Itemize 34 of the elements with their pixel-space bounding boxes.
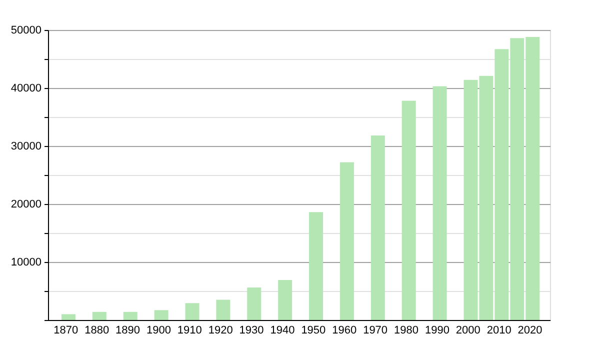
bar — [340, 162, 354, 320]
x-tick-label: 1970 — [363, 324, 388, 336]
x-tick-label: 1890 — [116, 324, 140, 336]
y-tick-label: 10000 — [10, 256, 42, 268]
x-tick-label: 2020 — [518, 324, 542, 336]
x-tick-label: 1980 — [394, 324, 418, 336]
bar — [123, 312, 138, 320]
bar — [185, 303, 200, 320]
bar — [216, 300, 230, 320]
bar — [92, 312, 106, 320]
y-tick-label: 40000 — [10, 82, 42, 94]
y-tick-label: 30000 — [10, 140, 42, 152]
bar — [370, 136, 385, 320]
x-tick-label: 1950 — [301, 324, 326, 336]
y-tick-label: 50000 — [10, 24, 42, 36]
bar — [278, 280, 292, 320]
x-tick-label: 1930 — [239, 324, 264, 336]
x-tick-label: 1900 — [146, 324, 171, 336]
x-tick-label: 1990 — [424, 324, 450, 336]
x-tick-label: 1940 — [270, 324, 295, 336]
bar — [402, 100, 416, 320]
bar — [309, 212, 324, 320]
x-tick-label: 2000 — [456, 324, 480, 336]
y-tick-label: 20000 — [10, 198, 42, 210]
x-tick-label: 1920 — [208, 324, 233, 336]
x-tick-label: 2010 — [486, 324, 512, 336]
bar — [154, 310, 168, 320]
bar — [247, 288, 262, 320]
x-tick-label: 1960 — [332, 324, 357, 336]
x-tick-label: 1910 — [177, 324, 202, 336]
bar — [432, 86, 447, 320]
x-tick-label: 1870 — [54, 324, 78, 336]
bar — [61, 314, 76, 320]
x-tick-label: 1880 — [84, 324, 110, 336]
